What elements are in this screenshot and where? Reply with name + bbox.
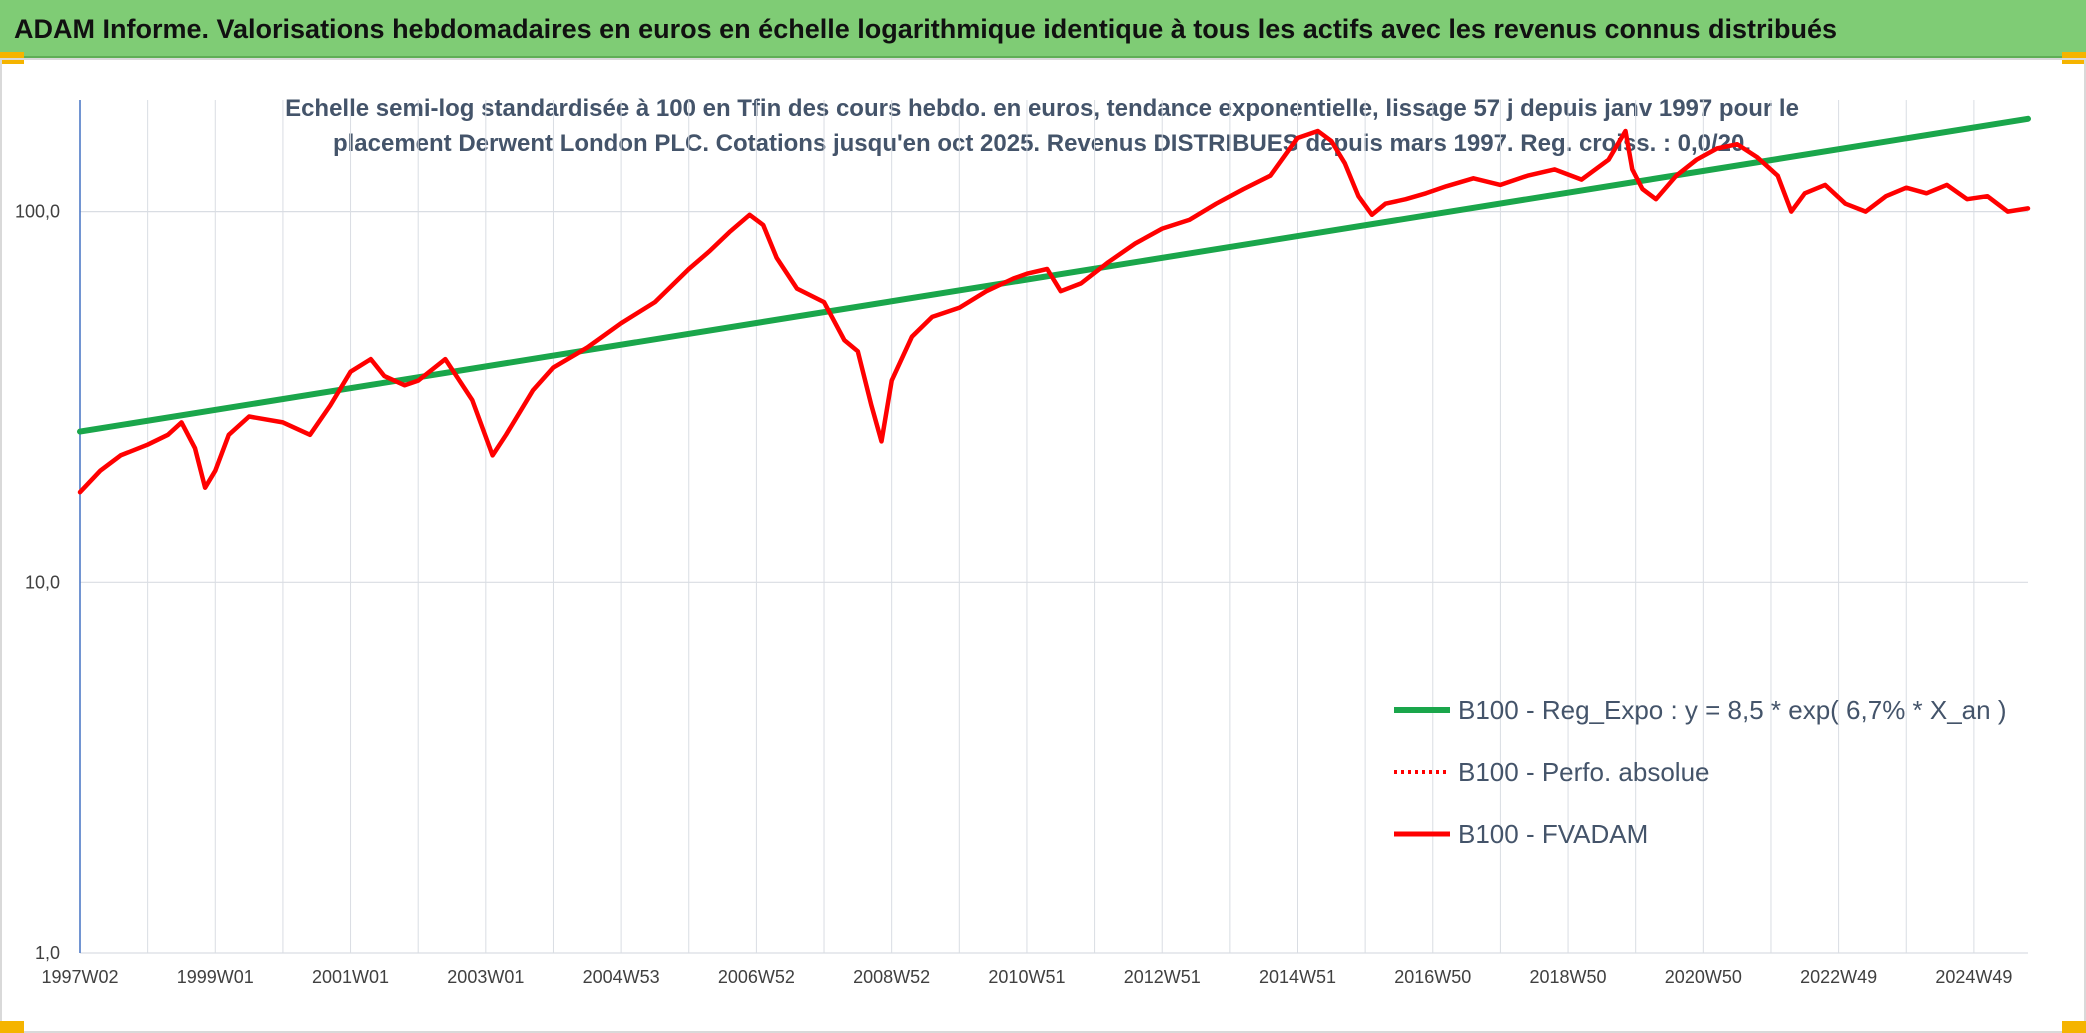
chart-subtitle-line-2: placement Derwent London PLC. Cotations …	[333, 130, 1751, 157]
series	[77, 115, 2031, 495]
x-tick-label: 2022W49	[1800, 967, 1877, 987]
chart: Echelle semi-log standardisée à 100 en T…	[15, 95, 2031, 987]
corner-marker-bottom-right	[2062, 1021, 2086, 1033]
x-tick-label: 1999W01	[177, 967, 254, 987]
chart-subtitle-line-1: Echelle semi-log standardisée à 100 en T…	[285, 95, 1799, 122]
corner-marker-bottom-left	[0, 1021, 24, 1033]
x-tick-label: 2020W50	[1665, 967, 1742, 987]
x-tick-label: 2004W53	[583, 967, 660, 987]
x-tick-label: 2012W51	[1124, 967, 1201, 987]
x-tick-label: 2014W51	[1259, 967, 1336, 987]
trend-line	[77, 115, 2031, 435]
y-tick-label: 10,0	[25, 572, 60, 592]
x-tick-label: 2010W51	[988, 967, 1065, 987]
header-banner: ADAM Informe. Valorisations hebdomadaire…	[0, 0, 2086, 58]
x-tick-label: 2018W50	[1530, 967, 1607, 987]
x-tick-label: 2001W01	[312, 967, 389, 987]
x-tick-label: 2003W01	[447, 967, 524, 987]
legend-label: B100 - FVADAM	[1458, 819, 1648, 849]
axes: 1,0 10,0 100,0 1997W02 1999W01 2001W01 2003W01…	[15, 100, 2012, 987]
x-tick-label: 1997W02	[41, 967, 118, 987]
x-tick-label: 2006W52	[718, 967, 795, 987]
legend-label: B100 - Reg_Expo : y = 8,5 * exp( 6,7% * …	[1458, 695, 2007, 725]
fvadam-line	[77, 128, 2031, 495]
legend-label: B100 - Perfo. absolue	[1458, 757, 1710, 787]
y-tick-label: 100,0	[15, 202, 60, 222]
y-tick-label: 1,0	[35, 943, 60, 963]
x-tick-label: 2024W49	[1935, 967, 2012, 987]
chart-frame: Echelle semi-log standardisée à 100 en T…	[0, 58, 2086, 1033]
x-tick-label: 2016W50	[1394, 967, 1471, 987]
legend: B100 - Reg_Expo : y = 8,5 * exp( 6,7% * …	[1394, 695, 2007, 849]
x-tick-label: 2008W52	[853, 967, 930, 987]
gridlines	[79, 100, 2028, 954]
page-title: ADAM Informe. Valorisations hebdomadaire…	[14, 14, 1838, 44]
